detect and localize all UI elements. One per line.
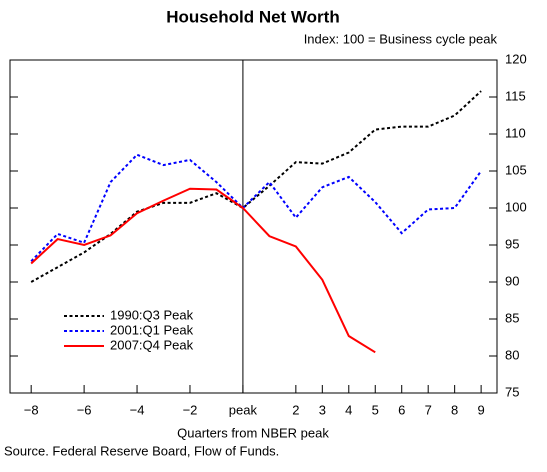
x-tick-label: 2 — [292, 402, 299, 417]
y-tick-label: 90 — [505, 273, 519, 288]
x-tick-label: −2 — [183, 402, 198, 417]
legend-label: 2007:Q4 Peak — [110, 337, 194, 352]
legend-label: 1990:Q3 Peak — [110, 307, 194, 322]
x-tick-label: −6 — [77, 402, 92, 417]
y-tick-label: 80 — [505, 347, 519, 362]
source: Source. Federal Reserve Board, Flow of F… — [4, 443, 279, 458]
x-tick-label: peak — [229, 402, 258, 417]
x-tick-label: 3 — [319, 402, 326, 417]
y-tick-label: 95 — [505, 236, 519, 251]
x-tick-label: −8 — [24, 402, 39, 417]
y-tick-label: 75 — [505, 384, 519, 399]
x-tick-label: 5 — [372, 402, 379, 417]
y-tick-label: 105 — [505, 162, 527, 177]
x-tick-label: 7 — [425, 402, 432, 417]
y-tick-label: 110 — [505, 125, 526, 140]
subtitle: Index: 100 = Business cycle peak — [304, 31, 498, 46]
series-line — [30, 90, 482, 283]
x-axis-label: Quarters from NBER peak — [177, 425, 329, 440]
x-tick-label: 4 — [345, 402, 352, 417]
y-tick-label: 120 — [505, 51, 527, 66]
x-tick-label: 8 — [451, 402, 458, 417]
chart-title: Household Net Worth — [166, 7, 339, 26]
y-tick-label: 115 — [505, 88, 526, 103]
x-tick-label: −4 — [130, 402, 145, 417]
x-tick-label: 9 — [478, 402, 485, 417]
series-line — [30, 187, 376, 354]
y-tick-label: 85 — [505, 310, 519, 325]
x-tick-label: 6 — [398, 402, 405, 417]
series-line — [30, 153, 482, 262]
legend-label: 2001:Q1 Peak — [110, 322, 194, 337]
plot-frame — [9, 59, 498, 394]
y-tick-label: 100 — [505, 199, 527, 214]
